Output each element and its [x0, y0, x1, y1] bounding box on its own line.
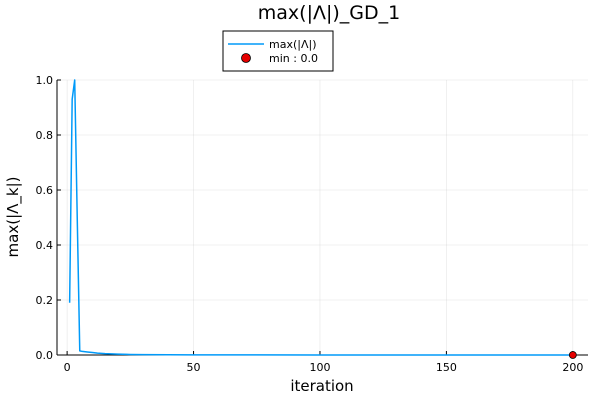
legend-entry-marker: min : 0.0	[269, 52, 318, 65]
grid	[57, 79, 588, 356]
y-tick-label: 0.8	[36, 129, 54, 142]
x-tick-label: 100	[309, 361, 330, 374]
x-tick-label: 50	[187, 361, 201, 374]
plot-frame	[56, 80, 588, 356]
y-tick-label: 0.4	[36, 239, 54, 252]
y-axis-label: max(|Λ_k|)	[4, 177, 23, 258]
legend-entry-series: max(|Λ|)	[269, 38, 317, 51]
legend-marker-swatch	[241, 53, 251, 63]
chart-title: max(|Λ|)_GD_1	[258, 2, 400, 24]
legend-box	[222, 30, 334, 72]
x-tick-label: 150	[436, 361, 457, 374]
legend: max(|Λ|) min : 0.0	[222, 30, 334, 72]
x-tick-label: 0	[64, 361, 71, 374]
y-tick-label: 1.0	[36, 74, 54, 87]
x-tick-label: 200	[562, 361, 583, 374]
min-marker-point	[568, 351, 577, 359]
y-tick-label: 0.2	[36, 294, 54, 307]
x-axis-label: iteration	[290, 377, 353, 395]
y-axis-ticks: 0.0 0.2 0.4 0.6 0.8 1.0	[36, 74, 61, 362]
series-line	[68, 79, 573, 356]
y-tick-label: 0.0	[36, 349, 54, 362]
y-tick-label: 0.6	[36, 184, 54, 197]
series-layer	[68, 79, 577, 359]
